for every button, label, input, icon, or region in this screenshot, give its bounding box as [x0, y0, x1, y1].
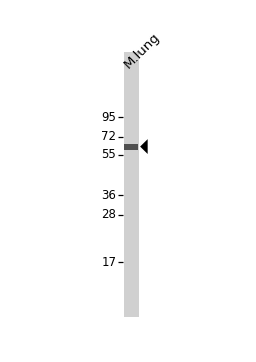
Text: 17: 17: [101, 256, 116, 269]
Text: 95: 95: [101, 111, 116, 124]
Polygon shape: [140, 139, 148, 154]
Text: 28: 28: [101, 209, 116, 222]
Bar: [124, 143, 138, 150]
Bar: [124, 52, 139, 317]
Text: 72: 72: [101, 130, 116, 143]
Text: M.lung: M.lung: [122, 30, 163, 71]
Text: 55: 55: [102, 148, 116, 161]
Text: 36: 36: [101, 189, 116, 202]
